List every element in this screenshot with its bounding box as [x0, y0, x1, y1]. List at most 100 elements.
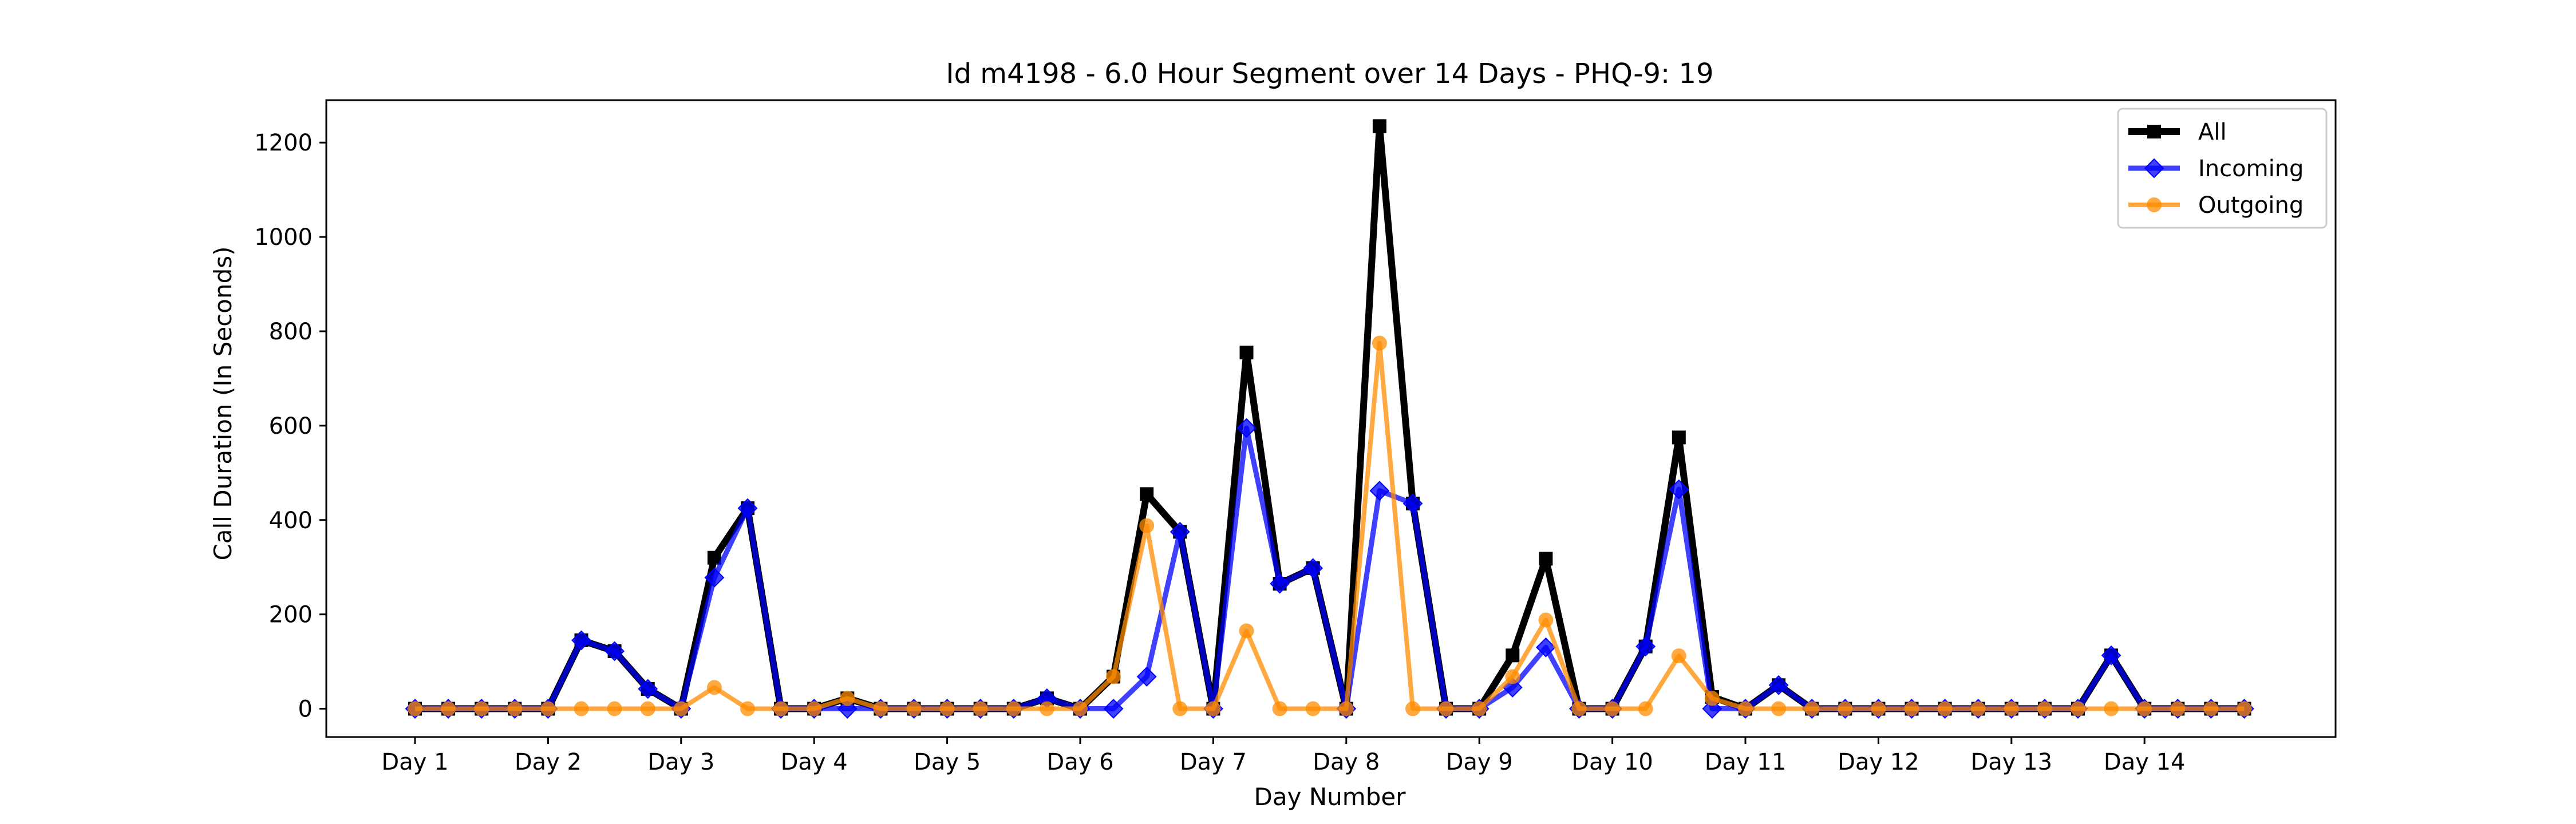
- data-point-incoming: [704, 567, 725, 588]
- data-point-outgoing: [1638, 701, 1653, 716]
- x-tick-label: Day 5: [914, 749, 981, 775]
- data-point-outgoing: [773, 701, 789, 716]
- plot-series: [405, 119, 2254, 719]
- data-point-outgoing: [2137, 701, 2152, 716]
- legend-marker-all: [2147, 125, 2161, 138]
- data-point-outgoing: [1338, 701, 1354, 716]
- data-point-outgoing: [873, 701, 888, 716]
- legend-marker-outgoing: [2147, 197, 2162, 212]
- data-point-outgoing: [1172, 701, 1188, 716]
- data-point-incoming: [1768, 675, 1789, 695]
- chart-title: Id m4198 - 6.0 Hour Segment over 14 Days…: [946, 58, 1713, 90]
- data-point-outgoing: [1439, 701, 1454, 716]
- data-point-outgoing: [607, 701, 622, 716]
- data-point-outgoing: [2037, 701, 2052, 716]
- data-point-all: [1140, 487, 1154, 501]
- x-tick-label: Day 2: [515, 749, 582, 775]
- data-point-outgoing: [1472, 701, 1487, 716]
- x-tick-label: Day 11: [1705, 749, 1787, 775]
- data-point-outgoing: [1039, 701, 1054, 716]
- x-tick-label: Day 14: [2104, 749, 2186, 775]
- data-point-all: [1672, 430, 1686, 445]
- data-point-incoming: [1236, 418, 1257, 438]
- x-tick-label: Day 13: [1970, 749, 2052, 775]
- data-point-outgoing: [1538, 612, 1554, 628]
- plot-area-frame: [325, 99, 2337, 738]
- data-point-outgoing: [673, 701, 689, 716]
- data-point-incoming: [571, 630, 591, 651]
- data-point-outgoing: [840, 691, 855, 706]
- data-point-incoming: [1170, 521, 1190, 542]
- data-point-outgoing: [740, 701, 755, 716]
- legend-box: [2117, 108, 2328, 229]
- data-point-outgoing: [1704, 691, 1720, 706]
- data-point-incoming: [605, 641, 625, 661]
- data-point-outgoing: [1505, 669, 1520, 684]
- data-point-incoming: [2101, 645, 2121, 665]
- data-point-incoming: [1535, 637, 1556, 657]
- data-point-outgoing: [1073, 701, 1088, 716]
- data-point-outgoing: [1871, 701, 1886, 716]
- data-point-outgoing: [807, 701, 822, 716]
- legend-label-outgoing: Outgoing: [2198, 192, 2304, 219]
- data-point-outgoing: [1771, 701, 1787, 716]
- data-point-all: [1372, 119, 1386, 133]
- data-point-incoming: [1369, 481, 1390, 501]
- data-point-outgoing: [1671, 648, 1686, 664]
- y-tick-label: 0: [298, 696, 313, 723]
- data-point-outgoing: [1405, 701, 1420, 716]
- y-tick-label: 1000: [254, 224, 313, 251]
- data-point-incoming: [1103, 699, 1124, 719]
- data-point-outgoing: [1738, 701, 1753, 716]
- data-point-outgoing: [1838, 701, 1853, 716]
- legend-label-all: All: [2198, 119, 2227, 145]
- data-point-outgoing: [1006, 701, 1021, 716]
- data-point-incoming: [1402, 493, 1423, 514]
- data-point-incoming: [1635, 636, 1656, 657]
- data-point-outgoing: [1571, 701, 1587, 716]
- data-point-outgoing: [1139, 518, 1155, 533]
- x-tick-label: Day 9: [1446, 749, 1513, 775]
- data-point-outgoing: [408, 701, 422, 716]
- data-point-incoming: [1669, 479, 1689, 500]
- data-point-outgoing: [973, 701, 988, 716]
- data-point-incoming: [1270, 573, 1290, 594]
- data-point-incoming: [737, 498, 758, 518]
- data-point-outgoing: [640, 701, 655, 716]
- data-point-outgoing: [1372, 335, 1387, 351]
- y-tick-label: 600: [269, 413, 313, 439]
- data-point-outgoing: [1239, 623, 1254, 639]
- data-point-outgoing: [1305, 701, 1321, 716]
- data-point-outgoing: [1106, 669, 1121, 684]
- x-tick-label: Day 1: [381, 749, 448, 775]
- x-axis-label: Day Number: [1254, 783, 1406, 811]
- data-point-outgoing: [441, 701, 456, 716]
- data-point-outgoing: [507, 701, 523, 716]
- x-tick-label: Day 6: [1046, 749, 1113, 775]
- x-tick-label: Day 7: [1180, 749, 1247, 775]
- data-point-outgoing: [1804, 701, 1820, 716]
- data-point-outgoing: [1605, 701, 1620, 716]
- data-point-outgoing: [906, 701, 922, 716]
- x-tick-label: Day 10: [1571, 749, 1653, 775]
- data-point-outgoing: [2237, 701, 2252, 716]
- data-point-outgoing: [2071, 701, 2085, 716]
- data-point-all: [1539, 552, 1553, 566]
- legend: All Incoming Outgoing: [2117, 108, 2328, 229]
- data-point-outgoing: [1937, 701, 1953, 716]
- data-point-outgoing: [474, 701, 489, 716]
- data-point-outgoing: [540, 701, 556, 716]
- data-point-all: [1239, 346, 1254, 360]
- y-tick-label: 800: [269, 319, 313, 345]
- data-point-outgoing: [2004, 701, 2019, 716]
- y-axis-label: Call Duration (In Seconds): [209, 246, 237, 560]
- axis-ticks: Day 1 Day 2 Day 3 Day 4 Day 5 Day 6 Day 7 Day 8…: [254, 130, 2185, 775]
- data-point-incoming: [1136, 667, 1157, 687]
- data-point-outgoing: [2170, 701, 2186, 716]
- x-tick-label: Day 12: [1838, 749, 1919, 775]
- x-tick-label: Day 4: [781, 749, 848, 775]
- data-point-outgoing: [939, 701, 955, 716]
- y-tick-label: 400: [269, 508, 313, 534]
- series-outgoing: [408, 335, 2252, 716]
- x-tick-label: Day 3: [647, 749, 714, 775]
